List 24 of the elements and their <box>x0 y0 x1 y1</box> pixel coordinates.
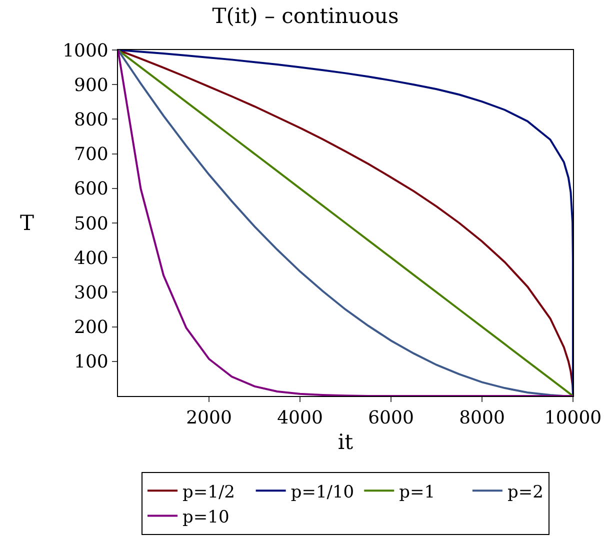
legend-label: p=1/10 <box>290 482 354 502</box>
y-tick-label: 100 <box>74 352 108 373</box>
x-tick-label: 2000 <box>186 408 232 429</box>
x-tick-label: 10000 <box>544 408 602 429</box>
x-tick-label: 8000 <box>459 408 505 429</box>
x-tick-label: 6000 <box>368 408 414 429</box>
legend-label: p=1/2 <box>182 482 235 502</box>
legend-label: p=1 <box>399 482 436 502</box>
y-tick-label: 600 <box>74 178 108 200</box>
y-tick-label: 900 <box>74 74 108 96</box>
x-tick-label: 4000 <box>277 408 323 429</box>
legend-label: p=2 <box>507 482 544 502</box>
y-tick-label: 700 <box>74 144 108 166</box>
x-axis-title: it <box>338 430 354 454</box>
y-tick-label: 300 <box>74 282 108 304</box>
y-tick-label: 500 <box>74 213 108 234</box>
line-series <box>118 50 573 396</box>
y-axis-title: T <box>20 211 34 235</box>
y-tick-label: 200 <box>74 317 108 338</box>
legend-label: p=10 <box>182 507 230 528</box>
y-tick-label: 800 <box>74 110 108 130</box>
y-tick-label: 400 <box>74 248 108 269</box>
chart-title: T(it) – continuous <box>212 4 399 28</box>
y-tick-label: 1000 <box>62 40 108 62</box>
